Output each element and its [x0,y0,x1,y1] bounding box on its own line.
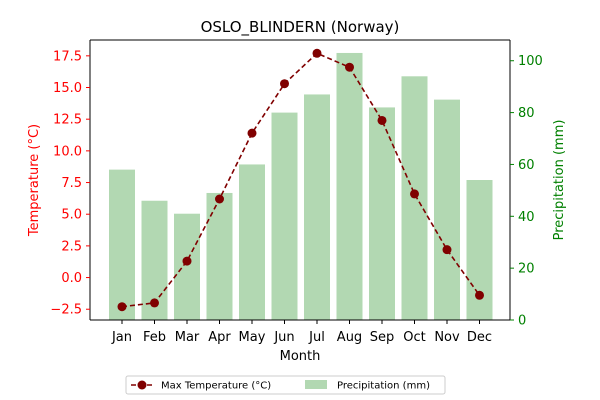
y-right-tick-label: 80 [518,106,535,121]
precip-bar-mar [174,213,200,320]
legend-box [125,375,446,395]
precip-bar-aug [336,52,363,321]
bars-layer [109,52,493,321]
x-tick-label-oct: Oct [403,330,425,345]
y-right-tick-label: 60 [518,158,535,173]
y-left-axis-label: Temperature (°C) [27,124,42,237]
temperature-point-mar [182,256,192,266]
y-left-tick-label: 15.0 [53,81,82,96]
temperature-point-feb [150,298,159,308]
x-tick-label-jun: Jun [273,330,294,345]
temperature-point-apr [215,194,224,204]
y-right-tick-label: 20 [518,262,535,277]
precip-bar-jan [109,169,135,320]
precip-bar-jul [304,94,330,320]
y-left-tick-label: 0.0 [61,271,82,286]
temperature-line [121,52,481,308]
y-left-tick-label: 7.5 [61,176,82,191]
x-tick-label-sep: Sep [370,330,395,345]
temperature-point-jan [117,302,127,312]
temperature-point-jun [280,79,289,89]
legend: Max Temperature (°C) Precipitation (mm) [125,375,446,395]
y-right-tick-label: 100 [518,54,543,69]
x-tick-label-jan: Jan [111,330,132,345]
x-tick-label-nov: Nov [434,330,460,345]
temperature-point-oct [410,189,419,199]
y-left-tick-label: 17.5 [53,49,82,64]
y-left-tick-label: −2.5 [50,303,82,318]
x-axis-label: Month [280,349,321,364]
temperature-point-may [247,128,257,138]
y-left-tick-label: 2.5 [61,239,82,254]
precip-bar-nov [434,99,460,320]
x-tick-label-mar: Mar [175,330,200,345]
precip-bar-sep [369,107,395,320]
y-left-tick-label: 10.0 [53,144,82,159]
y-left-tick-label: 5.0 [61,208,82,223]
temperature-point-nov [442,245,452,255]
temperature-point-sep [377,115,387,125]
y-right-axis-label: Precipitation (mm) [552,120,567,241]
x-tick-label-feb: Feb [143,330,166,345]
legend-precip-swatch [305,380,327,389]
x-tick-label-jul: Jul [308,330,325,345]
line-layer [117,48,484,312]
precip-bar-apr [206,192,233,320]
precip-bar-jun [271,112,298,320]
y-right-tick-label: 40 [518,210,535,225]
legend-precip-label: Precipitation (mm) [337,381,430,392]
axes-layer: −2.5 0.0 2.5 5.0 7.5 10.0 12.5 15.0 17.5 0 20 40 60 8… [50,39,543,345]
temperature-point-dec [475,290,484,300]
legend-temperature-swatch-marker [137,380,147,390]
y-right-tick-label: 0 [518,314,526,329]
x-tick-label-may: May [239,330,266,345]
precip-bar-may [239,164,265,320]
x-tick-label-dec: Dec [467,330,492,345]
legend-temperature-label: Max Temperature (°C) [161,381,271,392]
temperature-point-jul [312,48,322,58]
y-left-tick-label: 12.5 [53,113,82,128]
chart-title: OSLO_BLINDERN (Norway) [201,18,400,37]
temperature-point-aug [345,62,354,72]
x-tick-label-apr: Apr [208,330,231,345]
x-tick-label-aug: Aug [337,330,362,345]
